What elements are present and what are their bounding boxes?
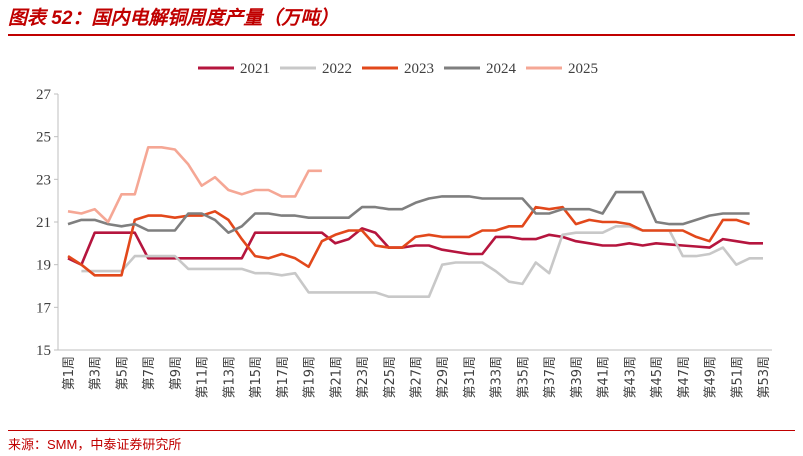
- x-tick-label: 第33周: [490, 356, 505, 399]
- x-tick-label: 第19周: [303, 356, 318, 399]
- x-tick-label: 第5周: [115, 356, 130, 390]
- x-tick-label: 第25周: [383, 356, 398, 399]
- legend-label: 2022: [322, 61, 352, 77]
- x-tick-label: 第53周: [757, 356, 772, 399]
- x-tick-label: 第9周: [169, 356, 184, 390]
- x-tick-label: 第51周: [730, 356, 745, 399]
- x-tick-label: 第35周: [516, 356, 531, 399]
- x-tick-label: 第3周: [89, 356, 104, 390]
- x-tick-label: 第21周: [329, 356, 344, 399]
- x-tick-label: 第13周: [222, 356, 237, 399]
- legend-label: 2024: [486, 61, 517, 77]
- series-line: [67, 190, 750, 234]
- x-tick-label: 第1周: [62, 356, 77, 390]
- x-tick-label: 第43周: [623, 356, 638, 399]
- series-line: [67, 227, 763, 266]
- x-tick-label: 第39周: [570, 356, 585, 399]
- x-tick-label: 第29周: [436, 356, 451, 399]
- source-note: 来源：SMM，中泰证券研究所: [8, 430, 795, 453]
- x-tick-label: 第23周: [356, 356, 371, 399]
- x-tick-label: 第27周: [410, 356, 425, 399]
- x-tick-label: 第11周: [196, 356, 211, 399]
- x-tick-label: 第41周: [597, 356, 612, 399]
- x-tick-label: 第17周: [276, 356, 291, 399]
- legend-label: 2021: [240, 61, 270, 77]
- y-tick-label: 21: [36, 215, 51, 231]
- legend-label: 2023: [404, 61, 434, 77]
- x-tick-label: 第45周: [650, 356, 665, 399]
- chart: 15 17 19 21 23 25 27 第1周 第3周 第5周 第7周 第9周 第11周 第13周 第15…: [36, 61, 772, 399]
- x-tick-label: 第31周: [463, 356, 478, 399]
- x-tick-label: 第7周: [142, 356, 157, 390]
- legend-label: 2025: [568, 61, 598, 77]
- series-line: [67, 146, 322, 224]
- y-tick-label: 23: [36, 172, 51, 188]
- x-tick-label: 第37周: [543, 356, 558, 399]
- y-tick-label: 17: [36, 300, 52, 316]
- x-tick-label: 第15周: [249, 356, 264, 399]
- series-line: [67, 205, 750, 277]
- x-tick-label: 第47周: [677, 356, 692, 399]
- y-tick-label: 27: [36, 87, 52, 103]
- y-tick-label: 25: [36, 130, 51, 146]
- y-tick-label: 19: [36, 258, 51, 274]
- x-tick-label: 第49周: [704, 356, 719, 399]
- y-tick-label: 15: [36, 343, 51, 359]
- chart-title: 图表 52：国内电解铜周度产量（万吨）: [8, 4, 795, 36]
